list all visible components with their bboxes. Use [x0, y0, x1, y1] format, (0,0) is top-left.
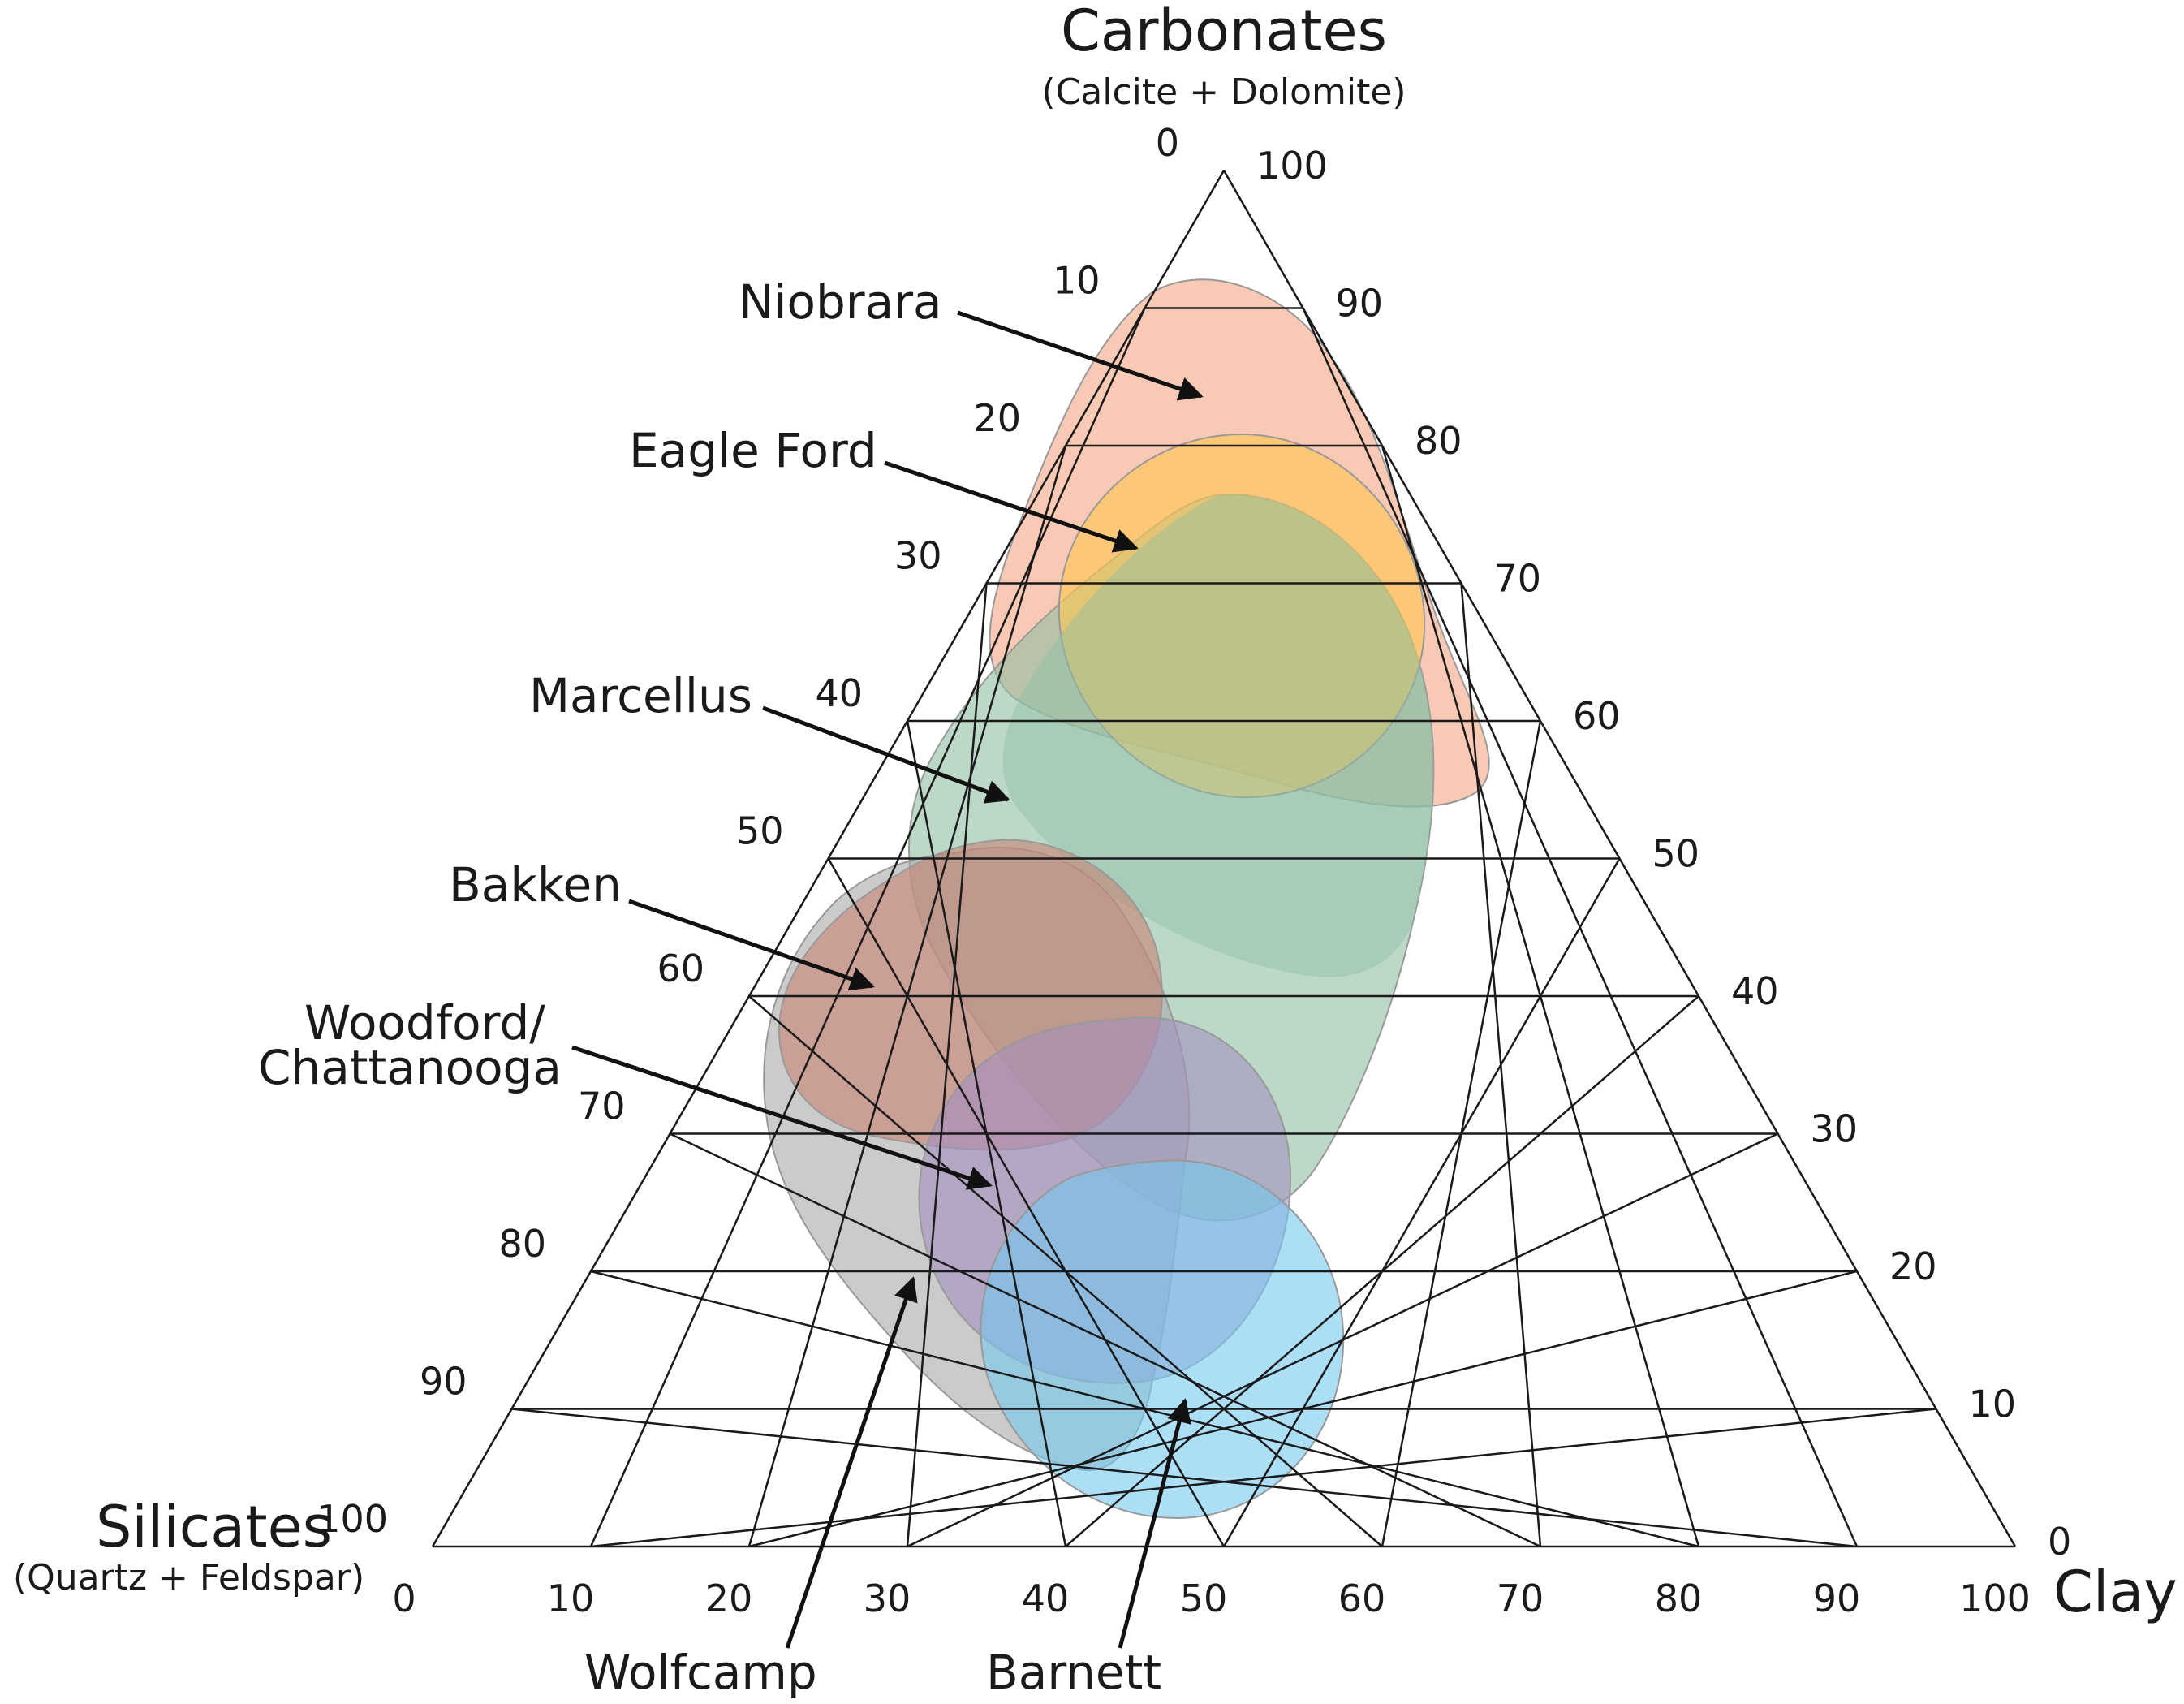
silicates-subtitle: (Quartz + Feldspar): [13, 1557, 364, 1598]
silicates-title: Silicates: [96, 1494, 332, 1560]
label-eagle-ford: Eagle Ford: [629, 423, 877, 478]
grid-line-parallel-left: [1222, 857, 1621, 1547]
label-chattanooga: Chattanooga: [258, 1040, 562, 1095]
bottom-tick-label: 50: [1180, 1577, 1228, 1620]
bottom-tick-label: 40: [1022, 1577, 1070, 1620]
bottom-tick-label: 80: [1655, 1577, 1703, 1620]
barnett-region: [980, 1159, 1345, 1520]
right-tick-label: 90: [1336, 282, 1384, 326]
bottom-tick-label: 20: [705, 1577, 753, 1620]
right-tick-label: 40: [1731, 969, 1779, 1013]
right-tick-label: 80: [1415, 419, 1462, 463]
marcellus-overlay: [1002, 494, 1434, 977]
ternary-grid: [431, 170, 2017, 1548]
right-tick-label: 50: [1652, 832, 1700, 876]
bottom-tick-label: 60: [1338, 1577, 1386, 1620]
label-woodford: Woodford/: [304, 995, 545, 1050]
left-tick-label: 100: [317, 1497, 388, 1541]
left-tick-label: 0: [1156, 121, 1179, 165]
arrow-marcellus: [762, 705, 1010, 804]
arrow-woodford: [571, 1045, 993, 1190]
label-marcellus: Marcellus: [529, 668, 752, 723]
arrow-niobrara: [957, 310, 1204, 401]
left-tick-label: 50: [736, 809, 784, 853]
arrow-wolfcamp: [785, 1276, 918, 1649]
bottom-tick-label: 70: [1497, 1577, 1544, 1620]
bottom-tick-label: 90: [1813, 1577, 1861, 1620]
grid-line-parallel-right: [669, 1132, 1541, 1548]
left-tick-label: 30: [894, 534, 942, 578]
right-tick-label: 20: [1889, 1245, 1937, 1288]
carbonates-title: Carbonates: [1061, 0, 1387, 64]
label-bakken: Bakken: [449, 857, 622, 912]
label-niobrara: Niobrara: [739, 274, 942, 330]
left-tick-label: 10: [1053, 259, 1101, 303]
label-barnett: Barnett: [986, 1645, 1161, 1700]
right-tick-label: 60: [1573, 694, 1621, 738]
grid-line-parallel-left: [1302, 307, 1859, 1547]
right-tick-label: 0: [2048, 1520, 2071, 1564]
left-tick-label: 70: [578, 1085, 626, 1128]
right-tick-label: 100: [1256, 144, 1328, 188]
carbonates-subtitle: (Calcite + Dolomite): [1041, 71, 1406, 113]
clay-title: Clay: [2053, 1559, 2178, 1625]
bottom-tick-label: 100: [1959, 1577, 2031, 1620]
left-tick-label: 40: [815, 671, 863, 715]
bottom-tick-label: 0: [392, 1577, 416, 1620]
left-tick-label: 60: [657, 947, 704, 990]
left-tick-label: 20: [973, 396, 1021, 440]
right-tick-label: 30: [1811, 1107, 1859, 1151]
grid-line-parallel-left: [1381, 445, 1700, 1547]
label-wolfcamp: Wolfcamp: [584, 1645, 817, 1700]
bottom-tick-label: 10: [547, 1577, 595, 1620]
arrow-eagle-ford: [884, 460, 1139, 553]
arrows: [571, 310, 1204, 1649]
grid-line-parallel-left: [1460, 583, 1542, 1547]
right-tick-label: 70: [1494, 557, 1542, 601]
arrow-barnett: [1118, 1398, 1191, 1649]
ternary-ticks: 0102030405060708090100100908070605040302…: [317, 121, 2071, 1620]
formation-labels: Niobrara Eagle Ford Marcellus Bakken Woo…: [258, 274, 1161, 1700]
grid-line-parallel-right: [827, 857, 1226, 1547]
arrow-bakken: [628, 899, 875, 991]
bottom-tick-label: 30: [864, 1577, 911, 1620]
left-tick-label: 80: [498, 1222, 546, 1266]
right-tick-label: 10: [1969, 1383, 2017, 1426]
grid-line-parallel-right: [511, 1408, 1858, 1548]
formation-regions: [763, 278, 1490, 1520]
left-tick-label: 90: [420, 1360, 467, 1404]
